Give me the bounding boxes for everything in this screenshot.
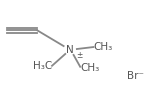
Text: H₃C: H₃C bbox=[33, 61, 52, 71]
Text: CH₃: CH₃ bbox=[80, 63, 99, 73]
Text: Br⁻: Br⁻ bbox=[127, 71, 144, 81]
Text: CH₃: CH₃ bbox=[94, 42, 113, 52]
Text: ±: ± bbox=[76, 51, 82, 60]
Text: N: N bbox=[66, 45, 74, 55]
